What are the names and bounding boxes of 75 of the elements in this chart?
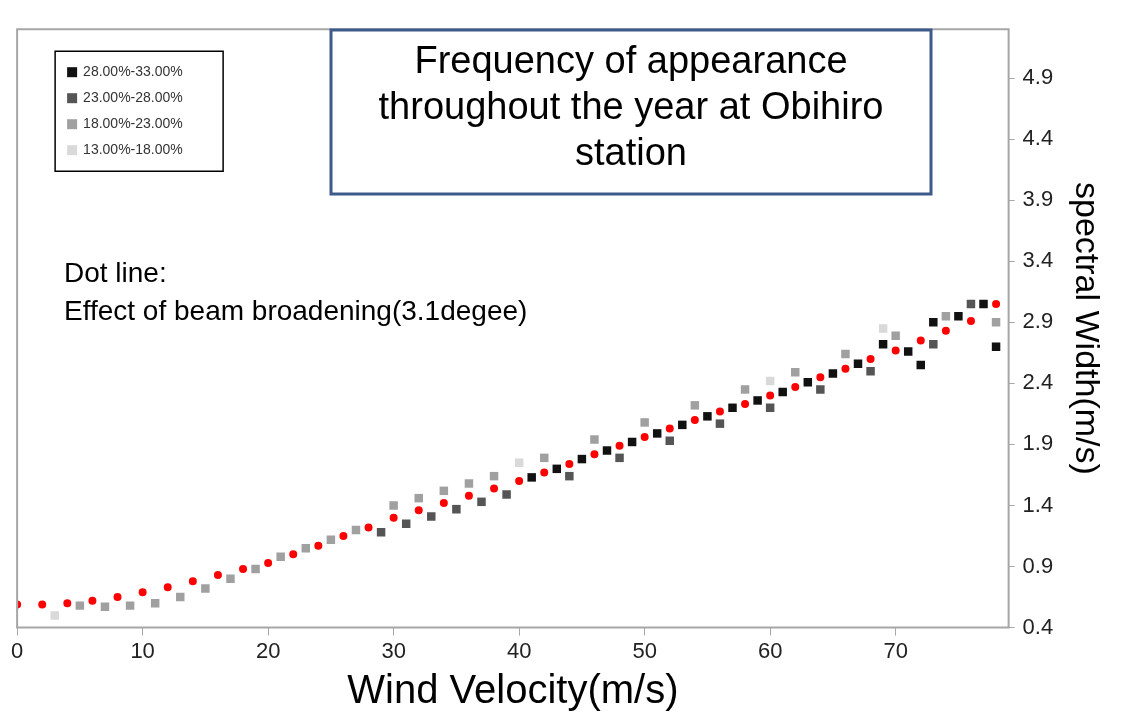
annotation: Effect of beam broadening(3.1degee) [64, 294, 528, 326]
legend-label: 28.00%-33.00% [83, 63, 183, 80]
point [878, 324, 888, 333]
y-tick-label: 1.4 [1022, 491, 1054, 517]
point [176, 592, 185, 602]
legend-label: 18.00%-23.00% [83, 115, 183, 132]
point [50, 611, 60, 620]
y-tick-label: 3.9 [1022, 186, 1054, 212]
point [903, 347, 913, 356]
point [891, 331, 900, 340]
legend-label: 23.00%-28.00% [83, 89, 183, 106]
x-tick-label: 0 [10, 637, 24, 663]
point [602, 446, 612, 455]
point [728, 403, 737, 413]
point [929, 318, 938, 327]
y-tick-label: 4.4 [1022, 125, 1054, 151]
y-tick-label: 0.9 [1022, 552, 1054, 578]
point [389, 501, 398, 510]
point [414, 493, 423, 503]
point [452, 504, 461, 514]
point [376, 528, 386, 537]
point [703, 412, 712, 421]
point [75, 601, 85, 610]
x-tick-label: 30 [381, 637, 406, 663]
point [640, 418, 649, 427]
point [615, 453, 624, 463]
point [991, 342, 1001, 351]
point [276, 552, 285, 562]
point [652, 429, 662, 438]
x-axis-title: Wind Velocity(m/s) [347, 667, 679, 712]
y-tick-label: 2.4 [1022, 369, 1054, 395]
point [828, 369, 838, 378]
point [791, 368, 800, 377]
x-tick-label: 20 [255, 637, 281, 663]
point [778, 387, 787, 397]
point [125, 601, 135, 610]
point [690, 401, 700, 410]
point [477, 497, 486, 507]
text: Frequency of appearance throughout the year at Obihiro station [378, 39, 884, 174]
x-tick-label: 40 [506, 637, 532, 663]
y-tick-label: 2.9 [1022, 308, 1054, 334]
point [502, 490, 511, 499]
point [427, 512, 436, 521]
point [753, 396, 762, 405]
point [464, 479, 474, 488]
x-tick-label: 60 [757, 637, 783, 663]
x-tick-label: 50 [632, 637, 657, 663]
point [816, 385, 825, 394]
point [991, 318, 1001, 327]
x-tick-label: 10 [130, 637, 155, 663]
point [866, 366, 875, 376]
point [201, 584, 210, 593]
point [878, 340, 888, 349]
point [226, 574, 235, 583]
point [514, 458, 524, 467]
point [954, 311, 963, 321]
y-tick-label: 3.4 [1022, 247, 1054, 273]
point [326, 535, 336, 544]
y-tick-label: 0.4 [1022, 613, 1054, 639]
x-tick-label: 70 [883, 637, 908, 663]
annotation: Dot line: [64, 256, 167, 288]
point [251, 564, 260, 574]
y-axis-title: spectral Width(m/s) [1069, 181, 1108, 475]
legend-label: 13.00%-18.00% [83, 141, 183, 158]
point [841, 349, 850, 359]
point [590, 435, 599, 444]
point [678, 420, 687, 430]
y-tick-label: 1.9 [1022, 430, 1054, 456]
point [929, 340, 938, 349]
y-tick-label: 4.9 [1022, 64, 1054, 90]
point [565, 471, 574, 481]
point [715, 419, 725, 428]
point [527, 473, 536, 482]
point [740, 385, 750, 394]
point [979, 299, 988, 309]
